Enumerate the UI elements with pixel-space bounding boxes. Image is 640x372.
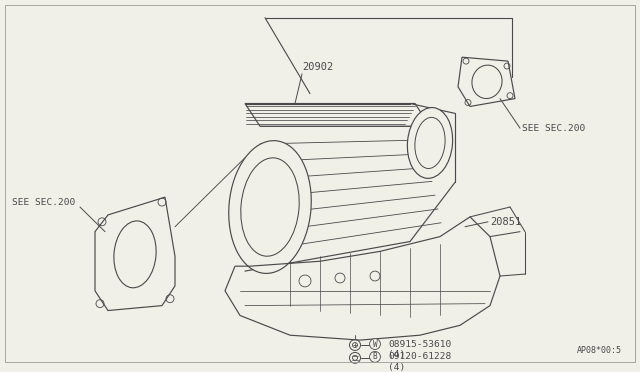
Text: 08915-53610: 08915-53610 <box>388 340 451 349</box>
Text: SEE SEC.200: SEE SEC.200 <box>522 124 585 133</box>
Text: AP08*00:5: AP08*00:5 <box>577 346 622 355</box>
Ellipse shape <box>408 108 452 178</box>
Text: 09120-61228: 09120-61228 <box>388 352 451 361</box>
Text: (4): (4) <box>388 350 405 359</box>
Text: 20902: 20902 <box>302 62 333 72</box>
Text: 20851: 20851 <box>490 217 521 227</box>
Text: (4): (4) <box>388 363 405 372</box>
Ellipse shape <box>114 221 156 288</box>
Text: W: W <box>372 340 378 349</box>
Ellipse shape <box>228 141 311 273</box>
Text: SEE SEC.200: SEE SEC.200 <box>12 198 76 206</box>
Text: B: B <box>372 352 378 361</box>
